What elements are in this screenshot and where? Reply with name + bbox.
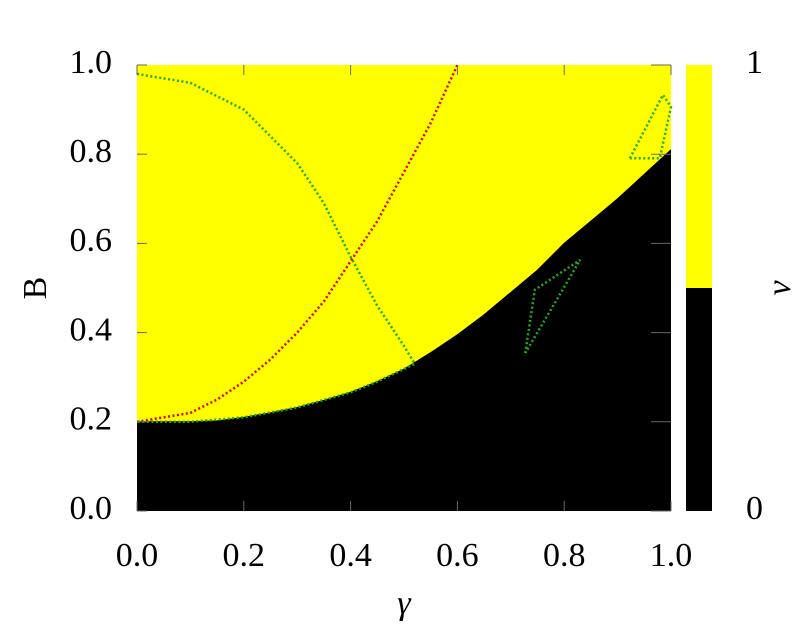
colorbar-segment [686, 65, 712, 288]
x-tick-label: 0.4 [329, 537, 372, 574]
curve [136, 64, 459, 424]
x-tick-label: 0.2 [223, 537, 266, 574]
curve [136, 72, 417, 424]
y-tick-label: 0.6 [70, 222, 113, 259]
curve [628, 92, 673, 160]
x-tick-label: 0.6 [436, 537, 479, 574]
colorbar-label: ν [761, 280, 798, 296]
phase-boundary [137, 149, 672, 423]
colorbar-tick-label: 0 [746, 490, 763, 527]
region-lower [137, 149, 671, 512]
x-tick-label: 1.0 [650, 537, 693, 574]
y-tick-label: 1.0 [70, 44, 113, 81]
x-tick-label: 0.8 [543, 537, 586, 574]
x-tick-label: 0.0 [116, 537, 159, 574]
y-tick-label: 0.8 [70, 133, 113, 170]
y-tick-label: 0.2 [70, 401, 113, 438]
colorbar-segment [686, 288, 712, 511]
y-axis-label: B [17, 277, 54, 300]
y-tick-label: 0.4 [70, 311, 113, 348]
y-tick-label: 0.0 [70, 490, 113, 527]
curve [523, 258, 582, 354]
colorbar-tick-label: 1 [746, 44, 763, 81]
x-axis-label: γ [397, 585, 412, 622]
